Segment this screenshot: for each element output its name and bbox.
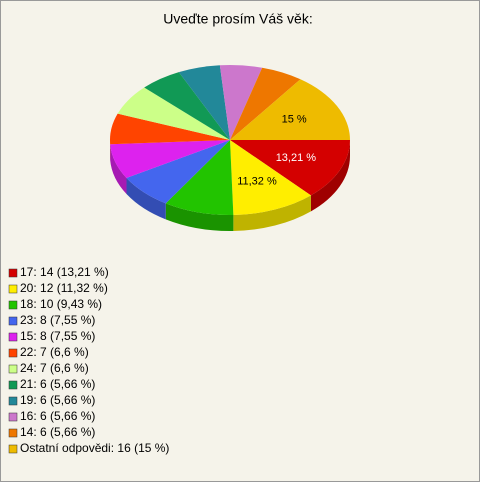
legend-swatch bbox=[9, 381, 17, 389]
legend-label: 23: 8 (7,55 %) bbox=[20, 313, 95, 327]
chart-title: Uveďte prosím Váš věk: bbox=[163, 11, 312, 27]
legend-swatch bbox=[9, 365, 17, 373]
legend-swatch bbox=[9, 333, 17, 341]
legend-swatch bbox=[9, 301, 17, 309]
legend-label: 19: 6 (5,66 %) bbox=[20, 393, 95, 407]
legend-label: 16: 6 (5,66 %) bbox=[20, 409, 95, 423]
legend-label: 18: 10 (9,43 %) bbox=[20, 297, 102, 311]
data-label: 15 % bbox=[282, 113, 307, 125]
data-label: 13,21 % bbox=[276, 152, 317, 164]
legend-swatch bbox=[9, 413, 17, 421]
legend-swatch bbox=[9, 349, 17, 357]
legend-label: 17: 14 (13,21 %) bbox=[20, 265, 109, 279]
legend-label: 21: 6 (5,66 %) bbox=[20, 377, 95, 391]
legend-swatch bbox=[9, 397, 17, 405]
data-label: 11,32 % bbox=[237, 176, 277, 188]
legend-swatch bbox=[9, 429, 17, 437]
legend-swatch bbox=[9, 285, 17, 293]
legend-label: 24: 7 (6,6 %) bbox=[20, 361, 89, 375]
legend-label: Ostatní odpovědi: 16 (15 %) bbox=[20, 441, 169, 455]
legend-label: 14: 6 (5,66 %) bbox=[20, 425, 95, 439]
legend-label: 20: 12 (11,32 %) bbox=[20, 281, 108, 295]
legend-label: 15: 8 (7,55 %) bbox=[20, 329, 95, 343]
legend-swatch bbox=[9, 317, 17, 325]
legend-swatch bbox=[9, 269, 17, 277]
legend-swatch bbox=[9, 445, 17, 453]
legend-label: 22: 7 (6,6 %) bbox=[20, 345, 89, 359]
